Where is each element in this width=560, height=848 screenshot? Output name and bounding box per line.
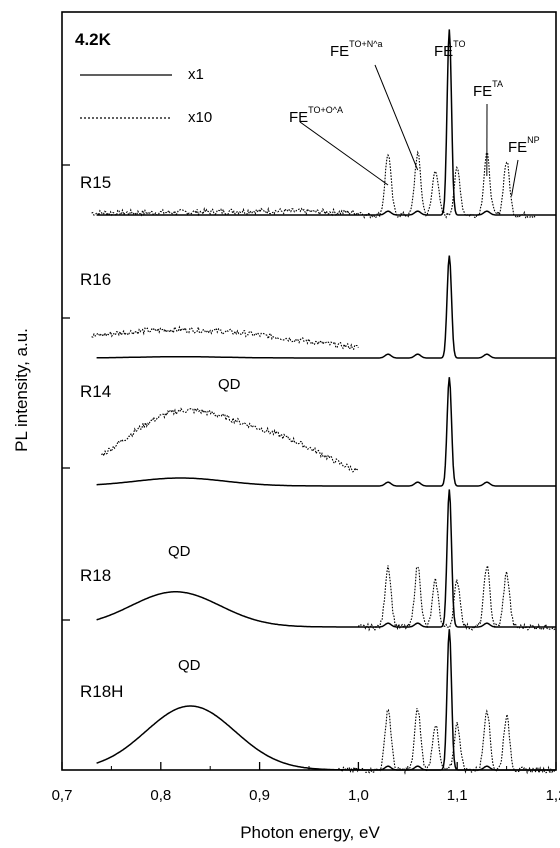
x10-curve-r16 bbox=[91, 325, 359, 350]
x-axis-title: Photon energy, eV bbox=[240, 823, 380, 842]
series-r15 bbox=[91, 29, 556, 219]
sample-labels: R15 R16 R14 R18 R18H bbox=[80, 173, 123, 701]
x1-curve-r16 bbox=[96, 255, 556, 359]
x1-curve-r18 bbox=[96, 489, 556, 628]
series-r16 bbox=[91, 255, 556, 359]
sample-label-r18h: R18H bbox=[80, 682, 123, 701]
y-axis-ticks bbox=[62, 164, 70, 621]
sample-label-r15: R15 bbox=[80, 173, 111, 192]
y-axis-title: PL intensity, a.u. bbox=[12, 328, 31, 452]
legend-x10-label: x10 bbox=[188, 109, 212, 126]
x-tick-label: 1,0 bbox=[348, 787, 369, 804]
x-tick-label: 1,2 bbox=[546, 787, 560, 804]
x10-curve-r18h bbox=[338, 708, 556, 775]
qd-label: QD bbox=[168, 543, 191, 560]
peak-label: FENP bbox=[508, 135, 540, 156]
sample-label-r18: R18 bbox=[80, 566, 111, 585]
x-tick-label: 0,8 bbox=[150, 787, 171, 804]
x-tick-label: 0,9 bbox=[249, 787, 270, 804]
peak-label: FETO+O^A bbox=[289, 105, 343, 126]
plot-frame bbox=[61, 11, 557, 771]
x10-curve-r15 bbox=[91, 150, 536, 219]
x-tick-label: 1,1 bbox=[447, 787, 468, 804]
legend-x1-label: x1 bbox=[188, 66, 204, 83]
x-tick-label: 0,7 bbox=[52, 787, 73, 804]
peak-arrow bbox=[299, 121, 389, 186]
sample-label-r16: R16 bbox=[80, 270, 111, 289]
peak-arrow bbox=[511, 159, 519, 197]
peak-arrow bbox=[374, 64, 419, 171]
sample-label-r14: R14 bbox=[80, 382, 111, 401]
series-r18h bbox=[96, 629, 556, 775]
x1-curve-r18h bbox=[96, 629, 556, 771]
x1-curve-r14 bbox=[96, 377, 556, 487]
peak-label: FETO bbox=[434, 39, 466, 60]
spectra-series bbox=[91, 29, 556, 775]
peak-label: FETO+N^a bbox=[330, 39, 383, 60]
x-axis-ticks: 0,7 0,8 0,9 1,0 1,1 1,2 bbox=[52, 762, 560, 804]
series-r18 bbox=[96, 489, 556, 632]
x10-curve-r18 bbox=[357, 565, 556, 632]
series-r14 bbox=[96, 377, 556, 487]
qd-label: QD bbox=[218, 376, 241, 393]
qd-label: QD bbox=[178, 657, 201, 674]
x10-curve-r14 bbox=[101, 406, 359, 473]
peak-label: FETA bbox=[473, 79, 503, 100]
temperature-label: 4.2K bbox=[75, 30, 112, 49]
